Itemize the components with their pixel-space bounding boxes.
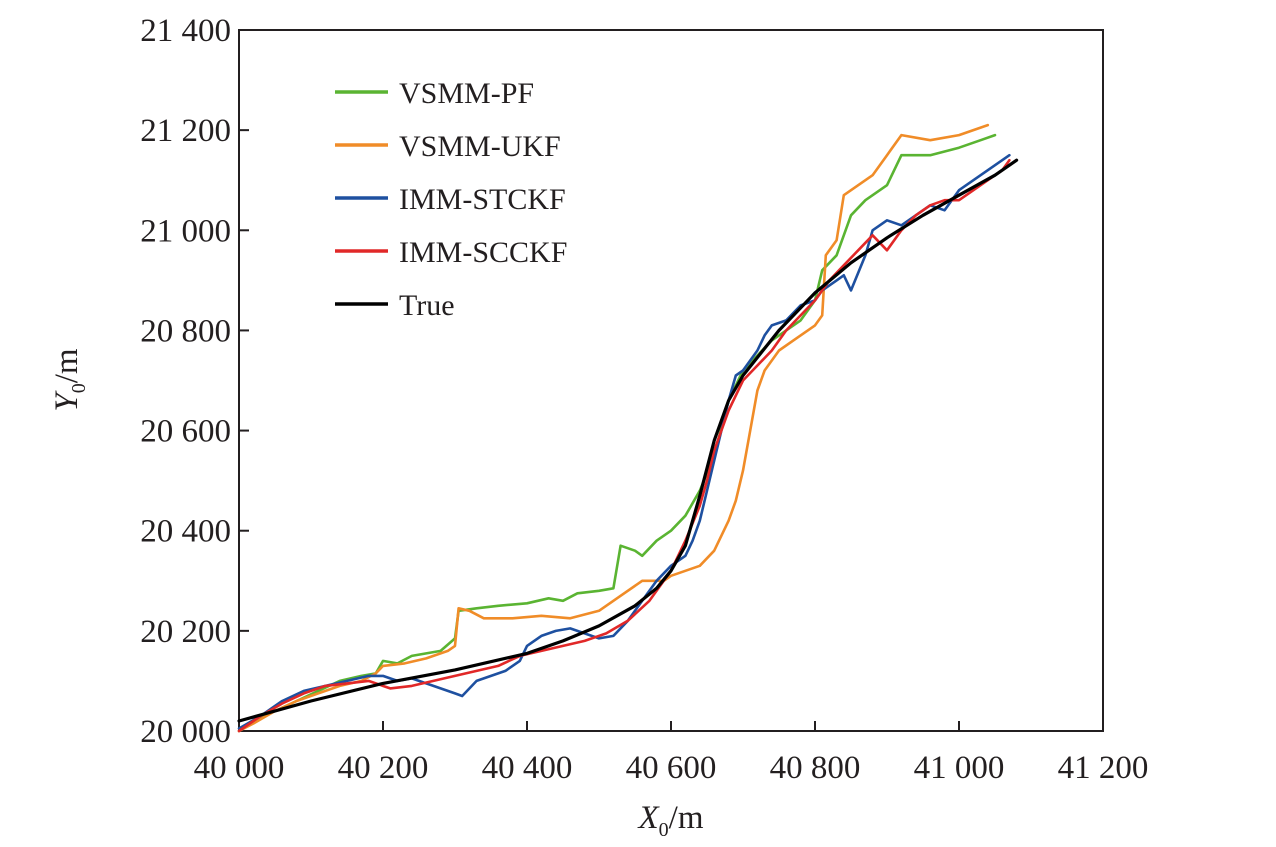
x-tick-label: 41 000: [914, 750, 1005, 786]
x-tick-label: 41 200: [1058, 750, 1149, 786]
legend-label-imm-stckf: IMM-STCKF: [399, 183, 566, 216]
x-axis-label-main: X: [636, 800, 660, 836]
x-axis-label-sub: 0: [659, 819, 669, 841]
legend-label-true: True: [399, 289, 455, 322]
x-tick-label: 40 600: [626, 750, 717, 786]
y-axis-ticks: 20 000 20 200 20 400 20 600 20 800 21 000 21 2…: [140, 13, 249, 750]
x-tick-label: 40 200: [338, 750, 429, 786]
legend-label-imm-scckf: IMM-SCCKF: [399, 236, 567, 269]
x-axis-label: X0/m: [636, 800, 703, 841]
series-line-vsmm-ukf: [237, 123, 990, 733]
legend: VSMM-PF VSMM-UKF IMM-STCKF IMM-SCCKF True: [335, 77, 567, 322]
y-axis-label-unit: /m: [49, 348, 85, 383]
x-tick-label: 40 000: [194, 750, 285, 786]
y-tick-label: 20 400: [140, 514, 231, 550]
y-tick-label: 21 400: [140, 13, 231, 49]
y-tick-label: 21 200: [140, 113, 231, 149]
y-axis-label-main: Y: [49, 390, 85, 412]
y-tick-label: 20 200: [140, 614, 231, 650]
y-axis-label-sub: 0: [68, 383, 90, 393]
x-axis-ticks: 40 000 40 200 40 400 40 600 40 800 41 000 41 2…: [194, 721, 1149, 786]
series-layer: [237, 123, 1019, 733]
series-line-vsmm-pf: [237, 133, 997, 733]
y-tick-label: 21 000: [140, 213, 231, 249]
y-tick-label: 20 600: [140, 414, 231, 450]
series-line-imm-scckf: [237, 158, 1011, 733]
x-tick-label: 40 400: [482, 750, 573, 786]
x-tick-label: 40 800: [770, 750, 861, 786]
y-axis-label: Y0/m: [49, 348, 90, 412]
plot-frame: [238, 29, 1104, 732]
y-tick-label: 20 800: [140, 313, 231, 349]
legend-label-vsmm-pf: VSMM-PF: [399, 77, 534, 110]
series-line-true: [237, 158, 1019, 723]
y-tick-label: 20 000: [140, 714, 231, 750]
legend-label-vsmm-ukf: VSMM-UKF: [399, 130, 561, 163]
series-line-imm-stckf: [237, 153, 1011, 730]
x-axis-label-unit: /m: [669, 800, 704, 836]
